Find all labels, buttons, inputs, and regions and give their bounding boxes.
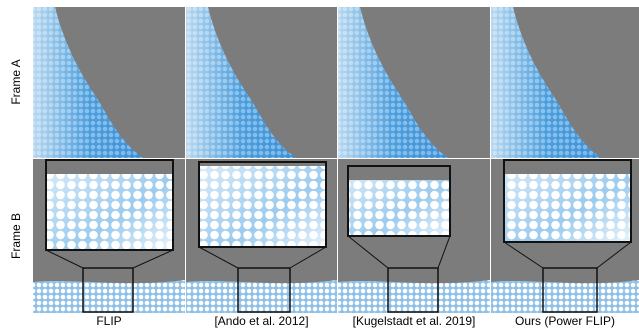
column-label: Ours (Power FLIP) [515, 314, 615, 328]
particle-strip-dots [491, 280, 639, 313]
inset-particles [199, 166, 326, 247]
column-label: [Kugelstadt et al. 2019] [353, 314, 476, 328]
inset-top-gap [504, 160, 631, 174]
particle-strip-dots [186, 280, 337, 313]
inset-top-gap [348, 166, 450, 180]
inset-top-gap [46, 160, 173, 174]
column-label: [Ando et al. 2012] [214, 314, 308, 328]
row-label: Frame B [9, 213, 23, 259]
inset-particles [504, 174, 631, 242]
inset-particles [46, 174, 173, 250]
particle-strip-dots [33, 280, 185, 313]
panels: FLIP [Ando et al. 2012] [Kugelstadt et al.… [33, 7, 639, 328]
row-label: Frame A [9, 59, 23, 104]
column-label: FLIP [96, 314, 121, 328]
inset-particles [348, 180, 450, 236]
particle-strip-dots [338, 280, 490, 313]
figure: FLIP [Ando et al. 2012] [Kugelstadt et al.… [0, 0, 639, 332]
